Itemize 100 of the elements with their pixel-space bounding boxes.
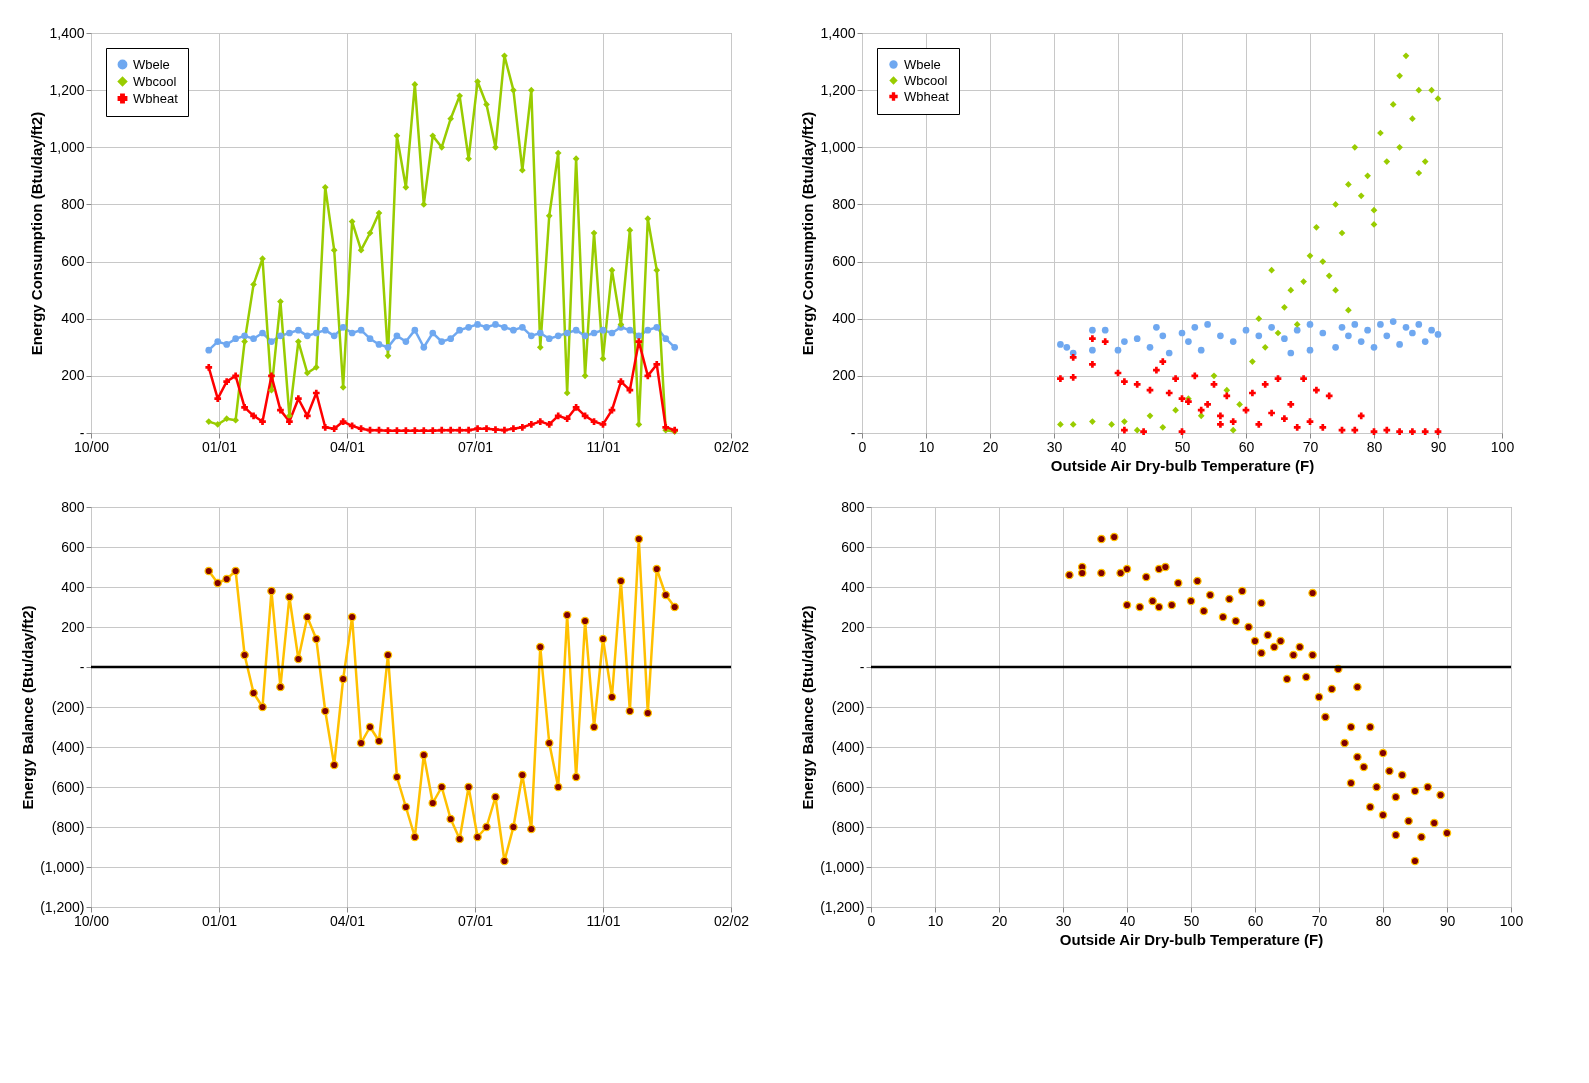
point [1249,358,1256,365]
point [1121,418,1128,425]
point [608,329,616,337]
x-tick-label: 0 [858,438,867,455]
y-tick-label: 200 [841,618,865,635]
point [1261,381,1269,388]
point [320,706,330,716]
x-tick-label: 70 [1302,438,1319,455]
point [241,403,248,411]
y-tick-label: (1,000) [820,858,865,875]
point [1178,428,1186,435]
point [545,421,553,428]
point [1217,412,1224,420]
point [428,798,438,808]
x-tick-label: 01/01 [201,912,238,929]
point [1210,372,1218,380]
point [1146,412,1154,420]
legend-label: Wbheat [133,90,179,106]
point [653,323,661,331]
point [670,602,679,612]
point [429,427,437,435]
point [581,372,589,380]
y-tick-label: 400 [832,310,856,327]
x-tick-label: 0 [867,912,876,929]
point [536,418,544,425]
point [1409,115,1416,123]
point [1089,346,1096,354]
point [1281,303,1288,311]
x-tick-label: 02/02 [713,438,750,455]
x-tick-label: 20 [982,438,999,455]
point [347,612,357,622]
point [1185,338,1192,345]
point [1057,421,1064,428]
point [1377,321,1384,328]
y-tick-label: (200) [831,698,865,715]
point [384,352,392,360]
point [1153,366,1160,374]
point [1357,192,1365,200]
point [231,566,240,576]
point [259,329,266,337]
x-tick-label: 40 [1119,912,1136,929]
point [1069,373,1077,381]
point [1421,158,1429,165]
y-tick-label: 800 [61,195,85,212]
y-tick-label: 1,200 [49,81,85,98]
point [223,415,231,423]
y-tick-label: 1,000 [49,138,85,155]
point [1255,332,1263,340]
y-tick-label: (800) [831,818,865,835]
y-tick-label: 1,400 [49,24,85,41]
point [1133,381,1141,388]
point [1281,415,1288,423]
point [232,372,239,380]
point [474,321,481,328]
point [303,612,312,622]
point [1351,321,1359,328]
point [1191,372,1199,380]
point [626,326,634,334]
point [1101,338,1109,345]
point [1421,428,1429,435]
point [392,772,402,782]
point [1383,332,1391,340]
point [241,332,248,340]
point [1229,338,1237,345]
y-axis-title: Energy Consumption (Btu/day/ft2) [799,111,817,356]
point [375,341,383,348]
point [1389,101,1397,108]
point [1370,343,1378,351]
point [1434,331,1442,338]
point [1063,343,1071,351]
point [1415,86,1423,94]
point [599,326,607,334]
point [464,782,473,792]
legend-label: Wbcool [904,72,948,88]
point [625,706,635,716]
point [437,782,447,792]
point [1229,426,1237,434]
point [393,427,401,435]
point [258,702,267,712]
point [259,418,266,425]
point [518,770,527,780]
point [590,229,598,237]
x-tick-label: 80 [1366,438,1383,455]
point [1396,428,1403,435]
point [1383,158,1391,165]
point [1351,143,1359,151]
point [671,343,679,351]
point [339,323,347,331]
x-tick-label: 11/01 [586,912,621,929]
point [527,86,535,94]
point [420,201,428,208]
point [465,323,472,331]
point [455,834,464,844]
y-tick-label: 800 [832,195,856,212]
point [562,610,572,620]
point [401,802,411,812]
point [223,378,231,385]
point [545,335,553,343]
point [1332,343,1339,351]
point [634,534,644,544]
